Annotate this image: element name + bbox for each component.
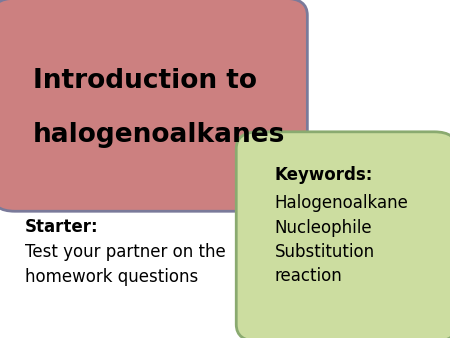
Text: Test your partner on the
homework questions: Test your partner on the homework questi… [25, 243, 225, 286]
Text: Keywords:: Keywords: [274, 166, 373, 184]
Text: Introduction to: Introduction to [33, 68, 257, 94]
Text: Starter:: Starter: [25, 218, 99, 236]
Text: halogenoalkanes: halogenoalkanes [33, 122, 285, 148]
Text: Halogenoalkane
Nucleophile
Substitution
reaction: Halogenoalkane Nucleophile Substitution … [274, 194, 409, 285]
FancyBboxPatch shape [236, 132, 450, 338]
FancyBboxPatch shape [0, 0, 307, 211]
